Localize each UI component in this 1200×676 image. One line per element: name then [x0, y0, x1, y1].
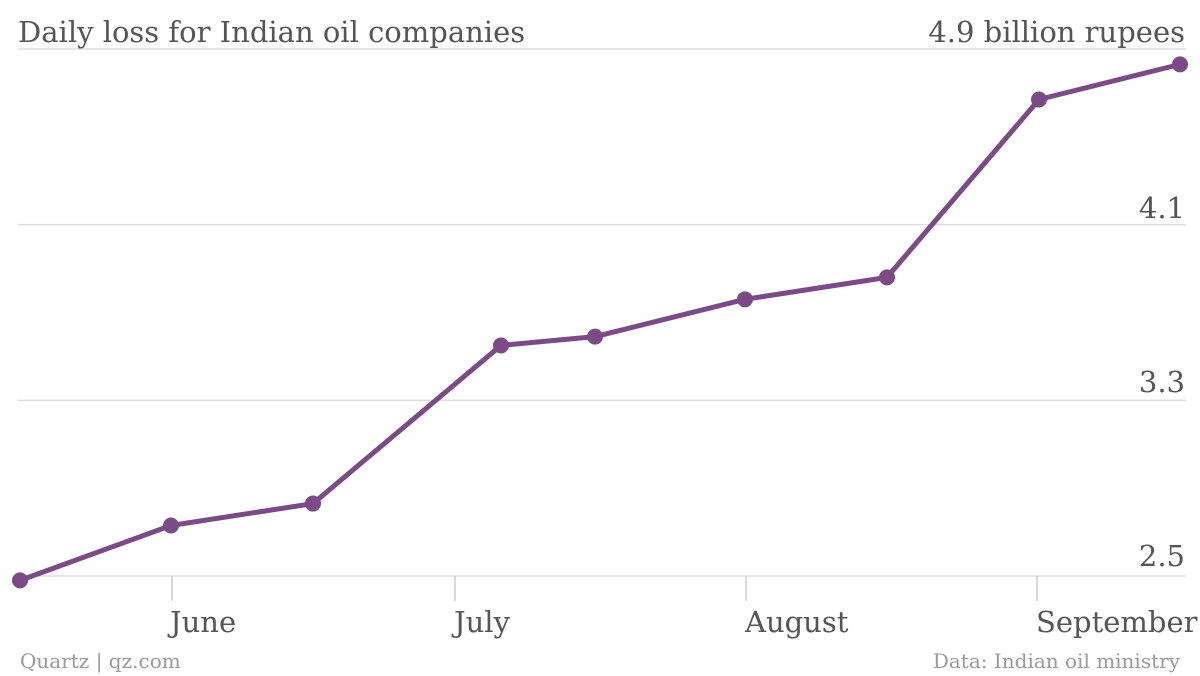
x-tick-label-july: July: [451, 605, 511, 639]
y-tick-label-3-3: 3.3: [1139, 365, 1185, 399]
data-point-4: [493, 337, 509, 354]
footer-source-right: Data: Indian oil ministry: [933, 649, 1181, 673]
y-tick-label-4-1: 4.1: [1139, 191, 1185, 225]
data-point-8: [1031, 91, 1047, 108]
x-tick-labels: June July August September: [167, 605, 1198, 639]
data-point-3: [305, 495, 321, 512]
series-loss: [12, 56, 1188, 589]
data-point-6: [737, 291, 753, 308]
x-tick-marks: [171, 576, 1038, 601]
y-tick-labels: 2.5 3.3 4.1: [1139, 191, 1185, 573]
chart-title: Daily loss for Indian oil companies: [18, 15, 525, 49]
data-point-1: [12, 572, 28, 589]
x-tick-label-september: September: [1036, 605, 1198, 639]
y-tick-label-2-5: 2.5: [1139, 539, 1185, 573]
data-point-7: [879, 269, 895, 286]
gridlines: [18, 48, 1186, 577]
data-point-2: [163, 517, 179, 534]
x-tick-label-august: August: [744, 605, 849, 639]
footer-source-left: Quartz | qz.com: [20, 649, 181, 674]
x-tick-label-june: June: [167, 605, 236, 639]
series-line: [17, 61, 1183, 583]
y-axis-unit-label: 4.9 billion rupees: [928, 15, 1185, 49]
data-point-5: [587, 328, 603, 345]
data-point-9: [1172, 56, 1188, 73]
